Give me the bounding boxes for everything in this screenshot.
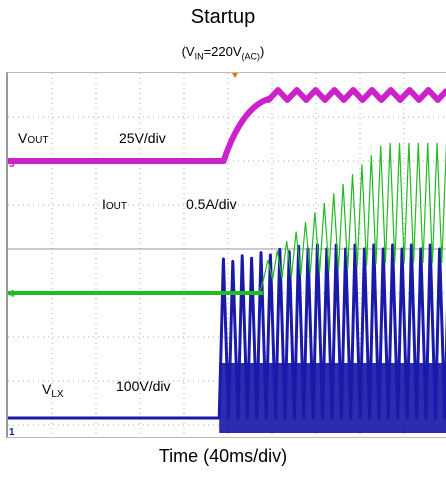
scope-screen: 3 4 1 VOUT 25V/div IOUT 0.5A/div VLX 100… (6, 72, 446, 438)
channel-mark-vout: 3 (9, 159, 15, 170)
chart-title: Startup (190, 6, 256, 28)
subtitle-sub-in: IN (194, 51, 204, 62)
subtitle-suffix: ) (260, 44, 265, 59)
channel-mark-vlx: 1 (9, 427, 15, 437)
subtitle-prefix: (V (181, 44, 195, 59)
label-vout: VOUT (18, 130, 48, 146)
label-iout: IOUT (102, 196, 127, 212)
x-axis-label: Time (40ms/div) (158, 446, 288, 466)
vlx-trace (8, 243, 446, 420)
label-vlx: VLX (42, 381, 64, 400)
scope-plot: 3 4 1 VOUT 25V/div IOUT 0.5A/div VLX 100… (8, 73, 446, 437)
chart-subtitle: (VIN=220V(AC)) (0, 44, 446, 62)
trigger-marker (232, 73, 238, 78)
channel-mark-iout: 4 (9, 289, 15, 300)
label-iout-scale: 0.5A/div (186, 196, 237, 212)
subtitle-sub-ac: (AC) (241, 51, 261, 62)
subtitle-mid: =220V (203, 44, 242, 59)
traces (8, 87, 446, 433)
vout-trace (8, 87, 446, 164)
vlx-fill-band (219, 363, 446, 433)
label-vout-scale: 25V/div (119, 130, 166, 146)
iout-trace (8, 142, 446, 296)
label-vlx-scale: 100V/div (116, 378, 170, 394)
